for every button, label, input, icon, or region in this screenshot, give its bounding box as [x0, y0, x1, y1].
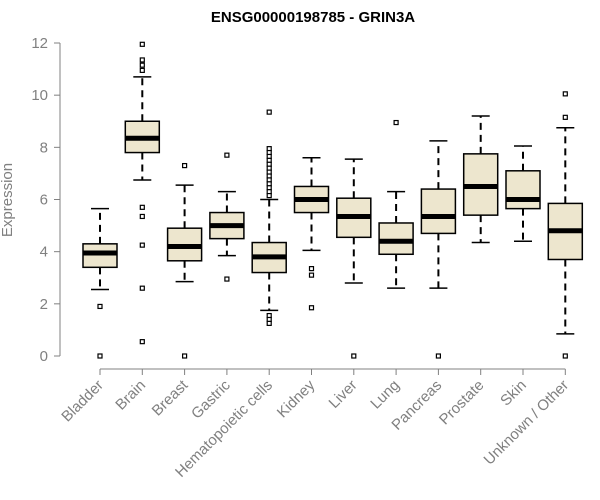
- box-2: [166, 162, 203, 359]
- outlier-7-0: [393, 119, 399, 126]
- outlier-0-0: [97, 303, 103, 310]
- box-10: [505, 145, 541, 242]
- outlier-5-1: [308, 272, 315, 278]
- x-tick-label-5: Kidney: [274, 376, 319, 421]
- x-tick-label-7: Lung: [367, 377, 403, 413]
- y-tick-label-2: 4: [40, 244, 48, 261]
- x-tick-label-9: Prostate: [436, 377, 488, 429]
- box-6: [336, 158, 372, 359]
- box-series: [82, 41, 584, 359]
- outlier-3-0: [224, 152, 230, 158]
- x-tick-label-0: Bladder: [58, 377, 107, 426]
- chart-title: ENSG00000198785 - GRIN3A: [211, 9, 415, 26]
- box-8: [420, 140, 457, 359]
- y-tick-label-6: 12: [31, 35, 48, 52]
- box-9: [462, 115, 499, 244]
- x-tick-label-2: Breast: [149, 376, 192, 419]
- outlier-1-1: [139, 57, 145, 63]
- outlier-8-0: [435, 353, 441, 359]
- y-tick-label-5: 10: [31, 87, 48, 104]
- box-body-7: [378, 222, 414, 256]
- outlier-1-4: [139, 204, 145, 210]
- box-0: [82, 207, 118, 359]
- outlier-11-0: [562, 91, 568, 97]
- outlier-3-1: [224, 276, 230, 282]
- y-tick-label-4: 8: [40, 139, 48, 156]
- outlier-1-7: [139, 285, 145, 291]
- box-1: [124, 41, 161, 345]
- outlier-2-0: [182, 162, 188, 169]
- box-4: [251, 109, 287, 326]
- outlier-5-0: [308, 266, 315, 272]
- y-tick-label-1: 2: [40, 296, 48, 313]
- x-tick-label-10: Skin: [497, 377, 530, 410]
- outlier-1-8: [139, 339, 145, 345]
- outlier-4-16: [266, 320, 272, 326]
- x-tick-label-1: Brain: [112, 377, 149, 414]
- outlier-5-2: [308, 305, 315, 311]
- y-tick-label-3: 6: [40, 192, 48, 209]
- box-7: [378, 119, 414, 289]
- box-3: [209, 152, 245, 282]
- outlier-1-2: [139, 62, 145, 68]
- outlier-1-0: [139, 41, 145, 47]
- box-body-8: [420, 188, 457, 235]
- outlier-11-2: [562, 353, 568, 359]
- box-body-10: [505, 170, 541, 210]
- y-tick-label-0: 0: [40, 348, 48, 365]
- box-11: [547, 91, 584, 359]
- outlier-1-5: [139, 213, 145, 220]
- y-axis: 0 2 4 6 8 10 12: [31, 35, 61, 365]
- outlier-6-0: [351, 353, 357, 359]
- outlier-4-13: [266, 192, 272, 199]
- x-tick-label-6: Liver: [326, 377, 361, 412]
- outlier-0-1: [97, 353, 103, 359]
- outlier-4-0: [266, 109, 272, 115]
- outlier-2-1: [182, 353, 188, 359]
- outlier-11-1: [562, 114, 568, 120]
- outlier-1-6: [139, 242, 145, 248]
- y-axis-label: Expression: [0, 163, 16, 237]
- box-body-0: [82, 243, 118, 269]
- outlier-1-3: [139, 67, 145, 73]
- box-5: [293, 157, 330, 311]
